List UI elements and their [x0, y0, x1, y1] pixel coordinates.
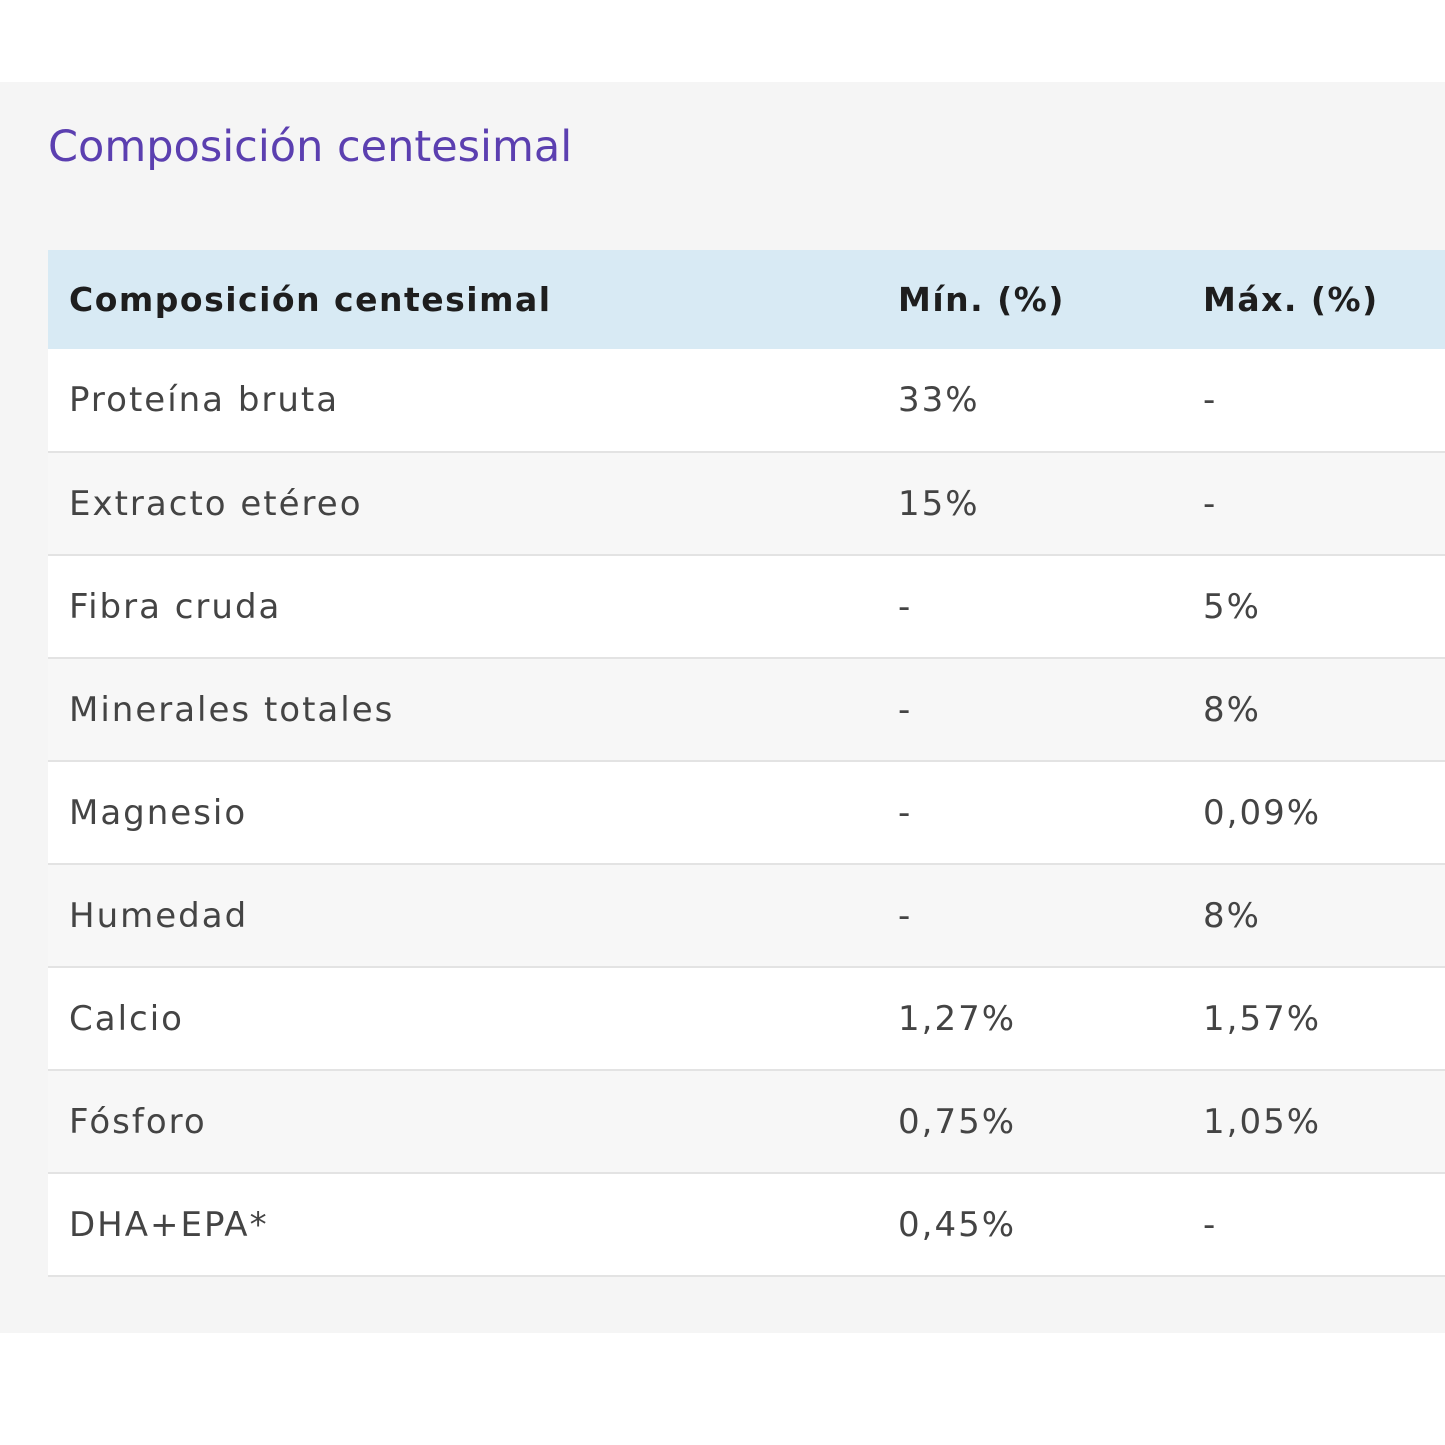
table-row: Fósforo 0,75% 1,05% — [48, 1070, 1445, 1174]
header-nutrient: Composición centesimal — [48, 250, 877, 349]
cell-nutrient: Fibra cruda — [48, 555, 877, 659]
cell-nutrient: Proteína bruta — [48, 349, 877, 453]
cell-max: - — [1182, 1173, 1445, 1277]
cell-min: - — [877, 864, 1182, 968]
table-row: Extracto etéreo 15% - — [48, 452, 1445, 556]
cell-nutrient: Calcio — [48, 967, 877, 1071]
cell-max: - — [1182, 452, 1445, 556]
table-body: Proteína bruta 33% - Extracto etéreo 15%… — [48, 349, 1445, 1277]
cell-nutrient: Minerales totales — [48, 658, 877, 762]
table-header: Composición centesimal Mín. (%) Máx. (%) — [48, 250, 1445, 349]
table-row: Humedad - 8% — [48, 864, 1445, 968]
cell-min: 1,27% — [877, 967, 1182, 1071]
cell-nutrient: DHA+EPA* — [48, 1173, 877, 1277]
cell-max: - — [1182, 349, 1445, 453]
composition-table: Composición centesimal Mín. (%) Máx. (%)… — [48, 250, 1445, 1277]
table-row: Fibra cruda - 5% — [48, 555, 1445, 659]
cell-max: 5% — [1182, 555, 1445, 659]
cell-max: 1,57% — [1182, 967, 1445, 1071]
cell-min: 0,75% — [877, 1070, 1182, 1174]
cell-min: - — [877, 658, 1182, 762]
table-header-row: Composición centesimal Mín. (%) Máx. (%) — [48, 250, 1445, 349]
section-title: Composición centesimal — [48, 122, 573, 172]
cell-nutrient: Magnesio — [48, 761, 877, 865]
table-row: Calcio 1,27% 1,57% — [48, 967, 1445, 1071]
composition-panel: Composición centesimal Composición cente… — [0, 82, 1445, 1333]
table-row: DHA+EPA* 0,45% - — [48, 1173, 1445, 1277]
cell-max: 0,09% — [1182, 761, 1445, 865]
cell-max: 1,05% — [1182, 1070, 1445, 1174]
cell-min: 0,45% — [877, 1173, 1182, 1277]
table-row: Proteína bruta 33% - — [48, 349, 1445, 453]
cell-nutrient: Fósforo — [48, 1070, 877, 1174]
table-row: Magnesio - 0,09% — [48, 761, 1445, 865]
cell-min: - — [877, 761, 1182, 865]
cell-max: 8% — [1182, 864, 1445, 968]
cell-nutrient: Extracto etéreo — [48, 452, 877, 556]
cell-nutrient: Humedad — [48, 864, 877, 968]
cell-min: - — [877, 555, 1182, 659]
header-min: Mín. (%) — [877, 250, 1182, 349]
cell-max: 8% — [1182, 658, 1445, 762]
table-row: Minerales totales - 8% — [48, 658, 1445, 762]
cell-min: 33% — [877, 349, 1182, 453]
header-max: Máx. (%) — [1182, 250, 1445, 349]
cell-min: 15% — [877, 452, 1182, 556]
